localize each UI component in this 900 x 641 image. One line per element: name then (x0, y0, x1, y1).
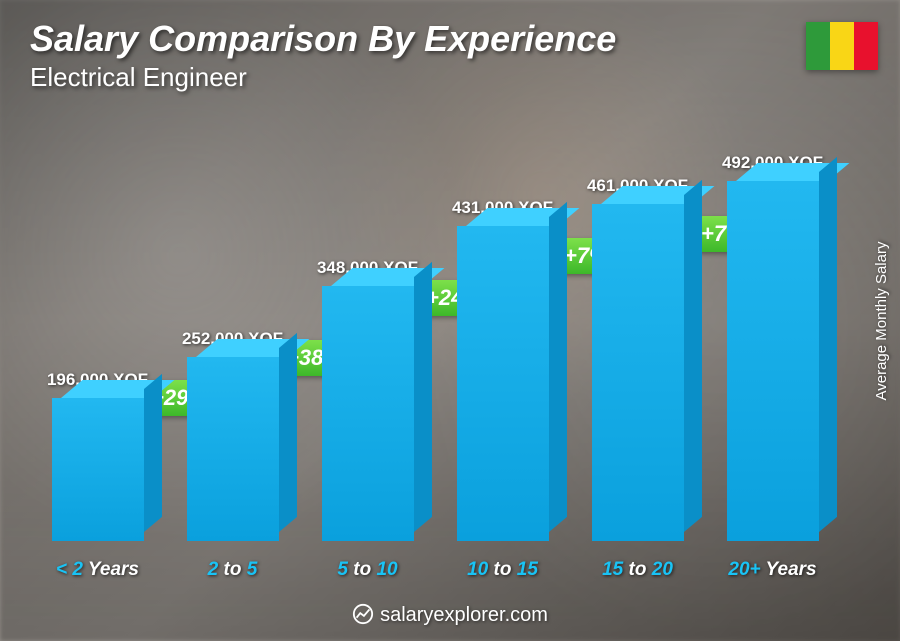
bar-front-face (52, 398, 144, 541)
x-label-3: 10 to 15 (435, 559, 570, 581)
bar-side-face (414, 262, 432, 532)
bar (457, 226, 549, 541)
bar-side-face (549, 202, 567, 532)
subtitle: Electrical Engineer (30, 62, 616, 93)
main-title: Salary Comparison By Experience (30, 18, 616, 60)
bar-group-1: 252,000 XOF (165, 329, 300, 541)
bar (52, 398, 144, 541)
bar-front-face (727, 181, 819, 541)
y-axis-label: Average Monthly Salary (873, 241, 890, 400)
bar (322, 286, 414, 541)
x-label-2: 5 to 10 (300, 559, 435, 581)
x-axis-labels: < 2 Years2 to 55 to 1010 to 1515 to 2020… (30, 559, 840, 581)
bar-group-2: 348,000 XOF (300, 258, 435, 541)
bar-group-4: 461,000 XOF (570, 176, 705, 541)
bar-front-face (592, 204, 684, 541)
bar-group-3: 431,000 XOF (435, 198, 570, 541)
footer-text: salaryexplorer.com (380, 604, 548, 626)
flag-stripe-green (806, 22, 830, 70)
bar (187, 357, 279, 541)
bar-group-0: 196,000 XOF (30, 370, 165, 541)
chart-area: +29%+38%+24%+7%+7% 196,000 XOF252,000 XO… (30, 120, 840, 581)
bar-front-face (322, 286, 414, 541)
flag-stripe-yellow (830, 22, 854, 70)
bar-side-face (819, 157, 837, 532)
bar-side-face (684, 180, 702, 532)
title-block: Salary Comparison By Experience Electric… (30, 18, 616, 93)
x-label-4: 15 to 20 (570, 559, 705, 581)
bar-side-face (279, 333, 297, 532)
bar-group-5: 492,000 XOF (705, 153, 840, 541)
x-label-1: 2 to 5 (165, 559, 300, 581)
bar (727, 181, 819, 541)
flag-stripe-red (854, 22, 878, 70)
footer-logo-icon (352, 603, 374, 625)
bar-front-face (187, 357, 279, 541)
country-flag-mali (806, 22, 878, 70)
x-label-5: 20+ Years (705, 559, 840, 581)
bar (592, 204, 684, 541)
bar-side-face (144, 374, 162, 532)
x-label-0: < 2 Years (30, 559, 165, 581)
bar-front-face (457, 226, 549, 541)
bars-container: 196,000 XOF252,000 XOF348,000 XOF431,000… (30, 141, 840, 541)
footer: salaryexplorer.com (0, 603, 900, 627)
